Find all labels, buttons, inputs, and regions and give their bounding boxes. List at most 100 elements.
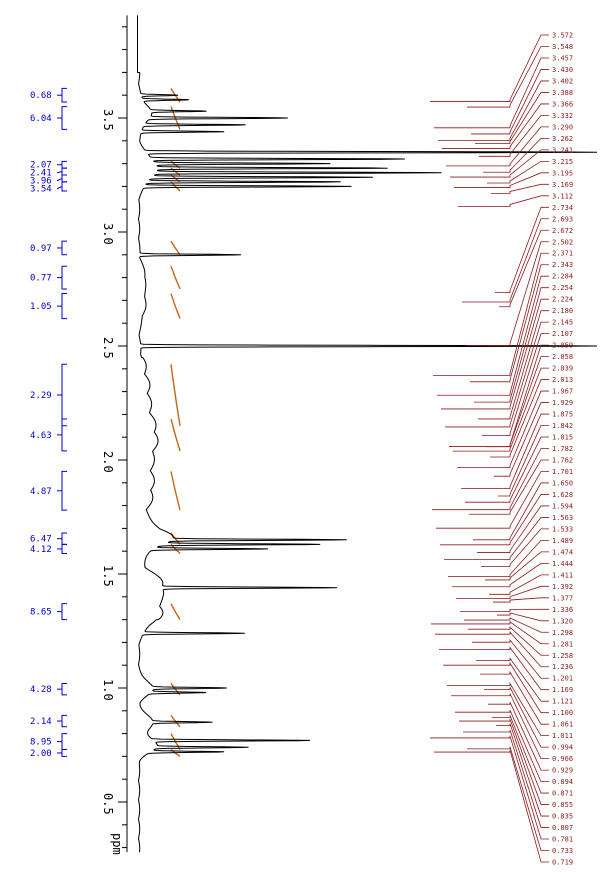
peak-label: 2.672 (552, 227, 573, 235)
peak-leader (445, 321, 549, 428)
integral-value: 2.29 (30, 391, 52, 401)
peak-leader (435, 631, 549, 668)
peak-leader (496, 723, 549, 817)
integral-bracket (61, 87, 67, 103)
peak-label: 2.371 (552, 250, 573, 258)
spectrum-trace (137, 15, 598, 853)
peak-leader (444, 517, 549, 561)
integral-bracket (61, 240, 67, 256)
peak-leader (480, 670, 549, 725)
peak-label: 1.011 (552, 732, 573, 740)
peak-label: 2.180 (552, 307, 573, 315)
peak-leader (461, 413, 549, 489)
peak-leader (447, 682, 549, 737)
peak-label: 1.281 (552, 640, 573, 648)
peak-leader (470, 264, 549, 383)
integral-value: 4.12 (30, 545, 52, 555)
peak-leader (433, 252, 549, 376)
peak-leader (486, 356, 549, 448)
peak-label: 1.875 (552, 411, 573, 419)
peak-leader (434, 57, 549, 129)
peak-label: 3.241 (552, 146, 573, 154)
peak-label: 0.855 (552, 801, 573, 809)
peak-leader (450, 149, 549, 178)
integral-curve (170, 471, 181, 511)
integral-bracket (61, 749, 67, 757)
integral-bracket (61, 363, 67, 427)
integral-value: 3.54 (30, 185, 52, 195)
integral-markers: 0.68 6.04 2.072.413.963.54 0.97 0.77 1.05 2.29… (30, 87, 181, 759)
peak-label: 2.734 (552, 204, 573, 212)
peak-leader (451, 693, 549, 760)
peak-leader (478, 310, 549, 420)
peak-label: 1.444 (552, 560, 573, 568)
peak-leader (431, 621, 549, 645)
integral-value: 0.68 (30, 91, 52, 101)
integral-curve (170, 293, 181, 319)
peak-leader (446, 126, 549, 167)
peak-leader (440, 494, 549, 546)
peak-label: 1.061 (552, 721, 573, 729)
peak-leader (463, 729, 549, 828)
axis-tick-label: 3.5 (101, 109, 115, 131)
peak-label: 2.224 (552, 296, 573, 304)
peak-label: 1.533 (552, 525, 573, 533)
peak-leader (495, 206, 549, 294)
peak-label: 1.650 (552, 479, 573, 487)
integral-value: 1.05 (30, 302, 52, 312)
peak-leader (458, 195, 549, 207)
integral-bracket (61, 265, 67, 290)
peak-leader (457, 390, 549, 468)
integral-value: 4.63 (30, 431, 52, 441)
ppm-axis-label-group: ppm (110, 833, 124, 855)
peak-leader (460, 608, 549, 612)
integral-connector (56, 177, 63, 182)
peak-leader (438, 80, 549, 141)
peak-label: 0.966 (552, 755, 573, 763)
peak-label: 1.298 (552, 629, 573, 637)
peak-leader (465, 436, 549, 503)
peak-leader (436, 471, 549, 529)
axis-tick-label: 2.5 (101, 337, 115, 359)
peak-leader (484, 687, 549, 748)
integral-value: 6.04 (30, 114, 52, 124)
axis-tick-label: 0.5 (101, 793, 115, 815)
peak-label: 1.336 (552, 606, 573, 614)
peak-label: 2.254 (552, 284, 573, 292)
peak-label: 2.107 (552, 330, 573, 338)
peak-label: 1.169 (552, 686, 573, 694)
peak-leader (469, 459, 549, 515)
integral-bracket (61, 470, 67, 511)
peak-leader (467, 46, 549, 108)
peak-leader (455, 710, 549, 782)
ppm-axis: 3.5 3.0 2.5 2.0 1.5 1.0 0.5 (101, 15, 128, 853)
integral-bracket (61, 106, 67, 130)
peak-leader (473, 482, 549, 541)
peak-label: 3.402 (552, 77, 573, 85)
peak-label: 1.392 (552, 583, 573, 591)
peak-label: 1.563 (552, 514, 573, 522)
peak-label: 2.343 (552, 261, 573, 269)
peak-label: 0.733 (552, 847, 573, 855)
peak-leader (434, 749, 549, 863)
integral-curve (170, 603, 181, 620)
peak-leader (452, 562, 549, 588)
peak-label: 1.489 (552, 537, 573, 545)
peak-leader (472, 639, 549, 679)
peak-label: 3.262 (552, 135, 573, 143)
peak-label: 0.871 (552, 790, 573, 798)
integral-value: 8.65 (30, 608, 52, 618)
integral-bracket (61, 543, 67, 554)
integral-bracket (61, 603, 67, 621)
peak-label: 1.815 (552, 434, 573, 442)
peak-label: 2.059 (552, 342, 573, 350)
peak-label: 3.388 (552, 89, 573, 97)
peak-label: 0.835 (552, 813, 573, 821)
peak-label: 3.572 (552, 32, 573, 40)
peak-leader (462, 218, 549, 303)
integral-curve (170, 265, 181, 290)
peak-label: 1.594 (552, 502, 573, 510)
peak-label: 1.236 (552, 663, 573, 671)
peak-leader (485, 551, 549, 581)
peak-label: 2.284 (552, 273, 573, 281)
